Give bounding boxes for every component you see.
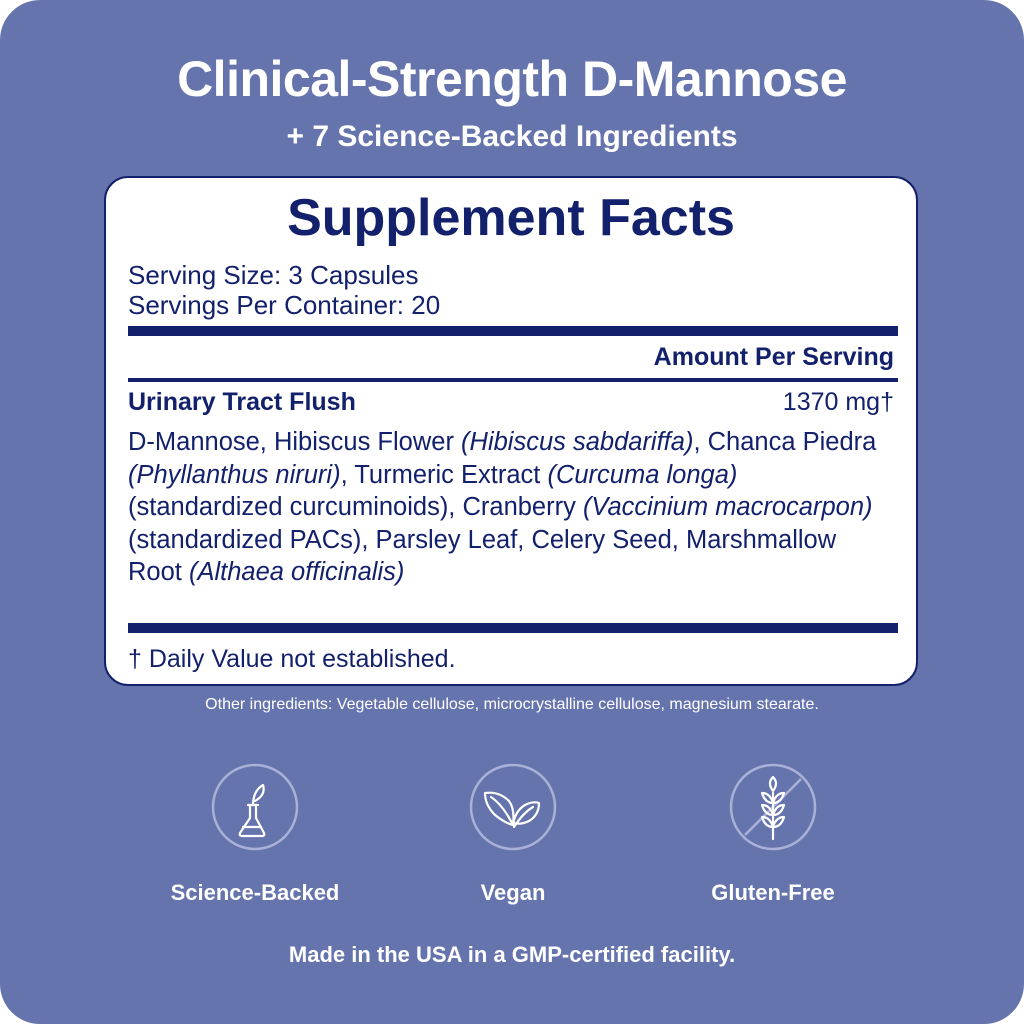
ingredient-latin: (Hibiscus sabdariffa) — [461, 428, 694, 456]
footer-note: Made in the USA in a GMP-certified facil… — [288, 942, 736, 967]
page-subtitle: + 7 Science-Backed Ingredients — [286, 120, 738, 153]
ingredient-latin: (Vaccinium macrocarpon) — [582, 493, 873, 521]
amount-per-serving-header: Amount Per Serving — [653, 343, 894, 371]
badge-label: Vegan — [480, 880, 546, 905]
blend-name: Urinary Tract Flush — [128, 388, 356, 416]
ingredient-latin: (Curcuma longa) — [547, 460, 738, 489]
ingredient-text: (standardized curcuminoids), Cranberry — [128, 493, 583, 521]
serving-size: Serving Size: 3 Capsules — [128, 260, 419, 290]
badge-science-backed: Science-Backed — [155, 763, 355, 906]
flask-leaf-icon — [211, 763, 299, 851]
badge-label: Science-Backed — [170, 880, 340, 905]
page-title: Clinical-Strength D-Mannose — [177, 51, 847, 107]
ingredient-text: (standardized PACs), Parsley Leaf, Celer… — [128, 525, 837, 587]
ingredient-text: , Chanca Piedra — [693, 428, 877, 456]
ingredient-text: , Turmeric Extract — [340, 460, 548, 489]
facts-heading: Supplement Facts — [287, 189, 735, 247]
supplement-facts-panel: Supplement Facts Serving Size: 3 Capsule… — [104, 176, 918, 686]
badge-label: Gluten-Free — [711, 880, 835, 905]
divider-thick — [128, 326, 898, 336]
leaves-icon — [469, 763, 557, 851]
ingredient-list: D-Mannose, Hibiscus Flower (Hibiscus sab… — [128, 426, 888, 589]
badge-gluten-free: Gluten-Free — [673, 763, 873, 906]
ingredient-text: D-Mannose, Hibiscus Flower — [128, 428, 462, 456]
divider-thin — [128, 378, 898, 382]
ingredient-latin: (Phyllanthus niruri) — [128, 460, 341, 489]
daily-value-note: † Daily Value not established. — [128, 645, 456, 673]
badge-vegan: Vegan — [413, 763, 613, 906]
other-ingredients: Other ingredients: Vegetable cellulose, … — [205, 696, 819, 713]
divider-thick-bottom — [128, 623, 898, 633]
wheat-crossed-icon — [729, 763, 817, 851]
ingredient-latin: (Althaea officinalis) — [188, 558, 405, 586]
blend-amount: 1370 mg† — [782, 388, 894, 416]
servings-per-container: Servings Per Container: 20 — [128, 290, 441, 320]
